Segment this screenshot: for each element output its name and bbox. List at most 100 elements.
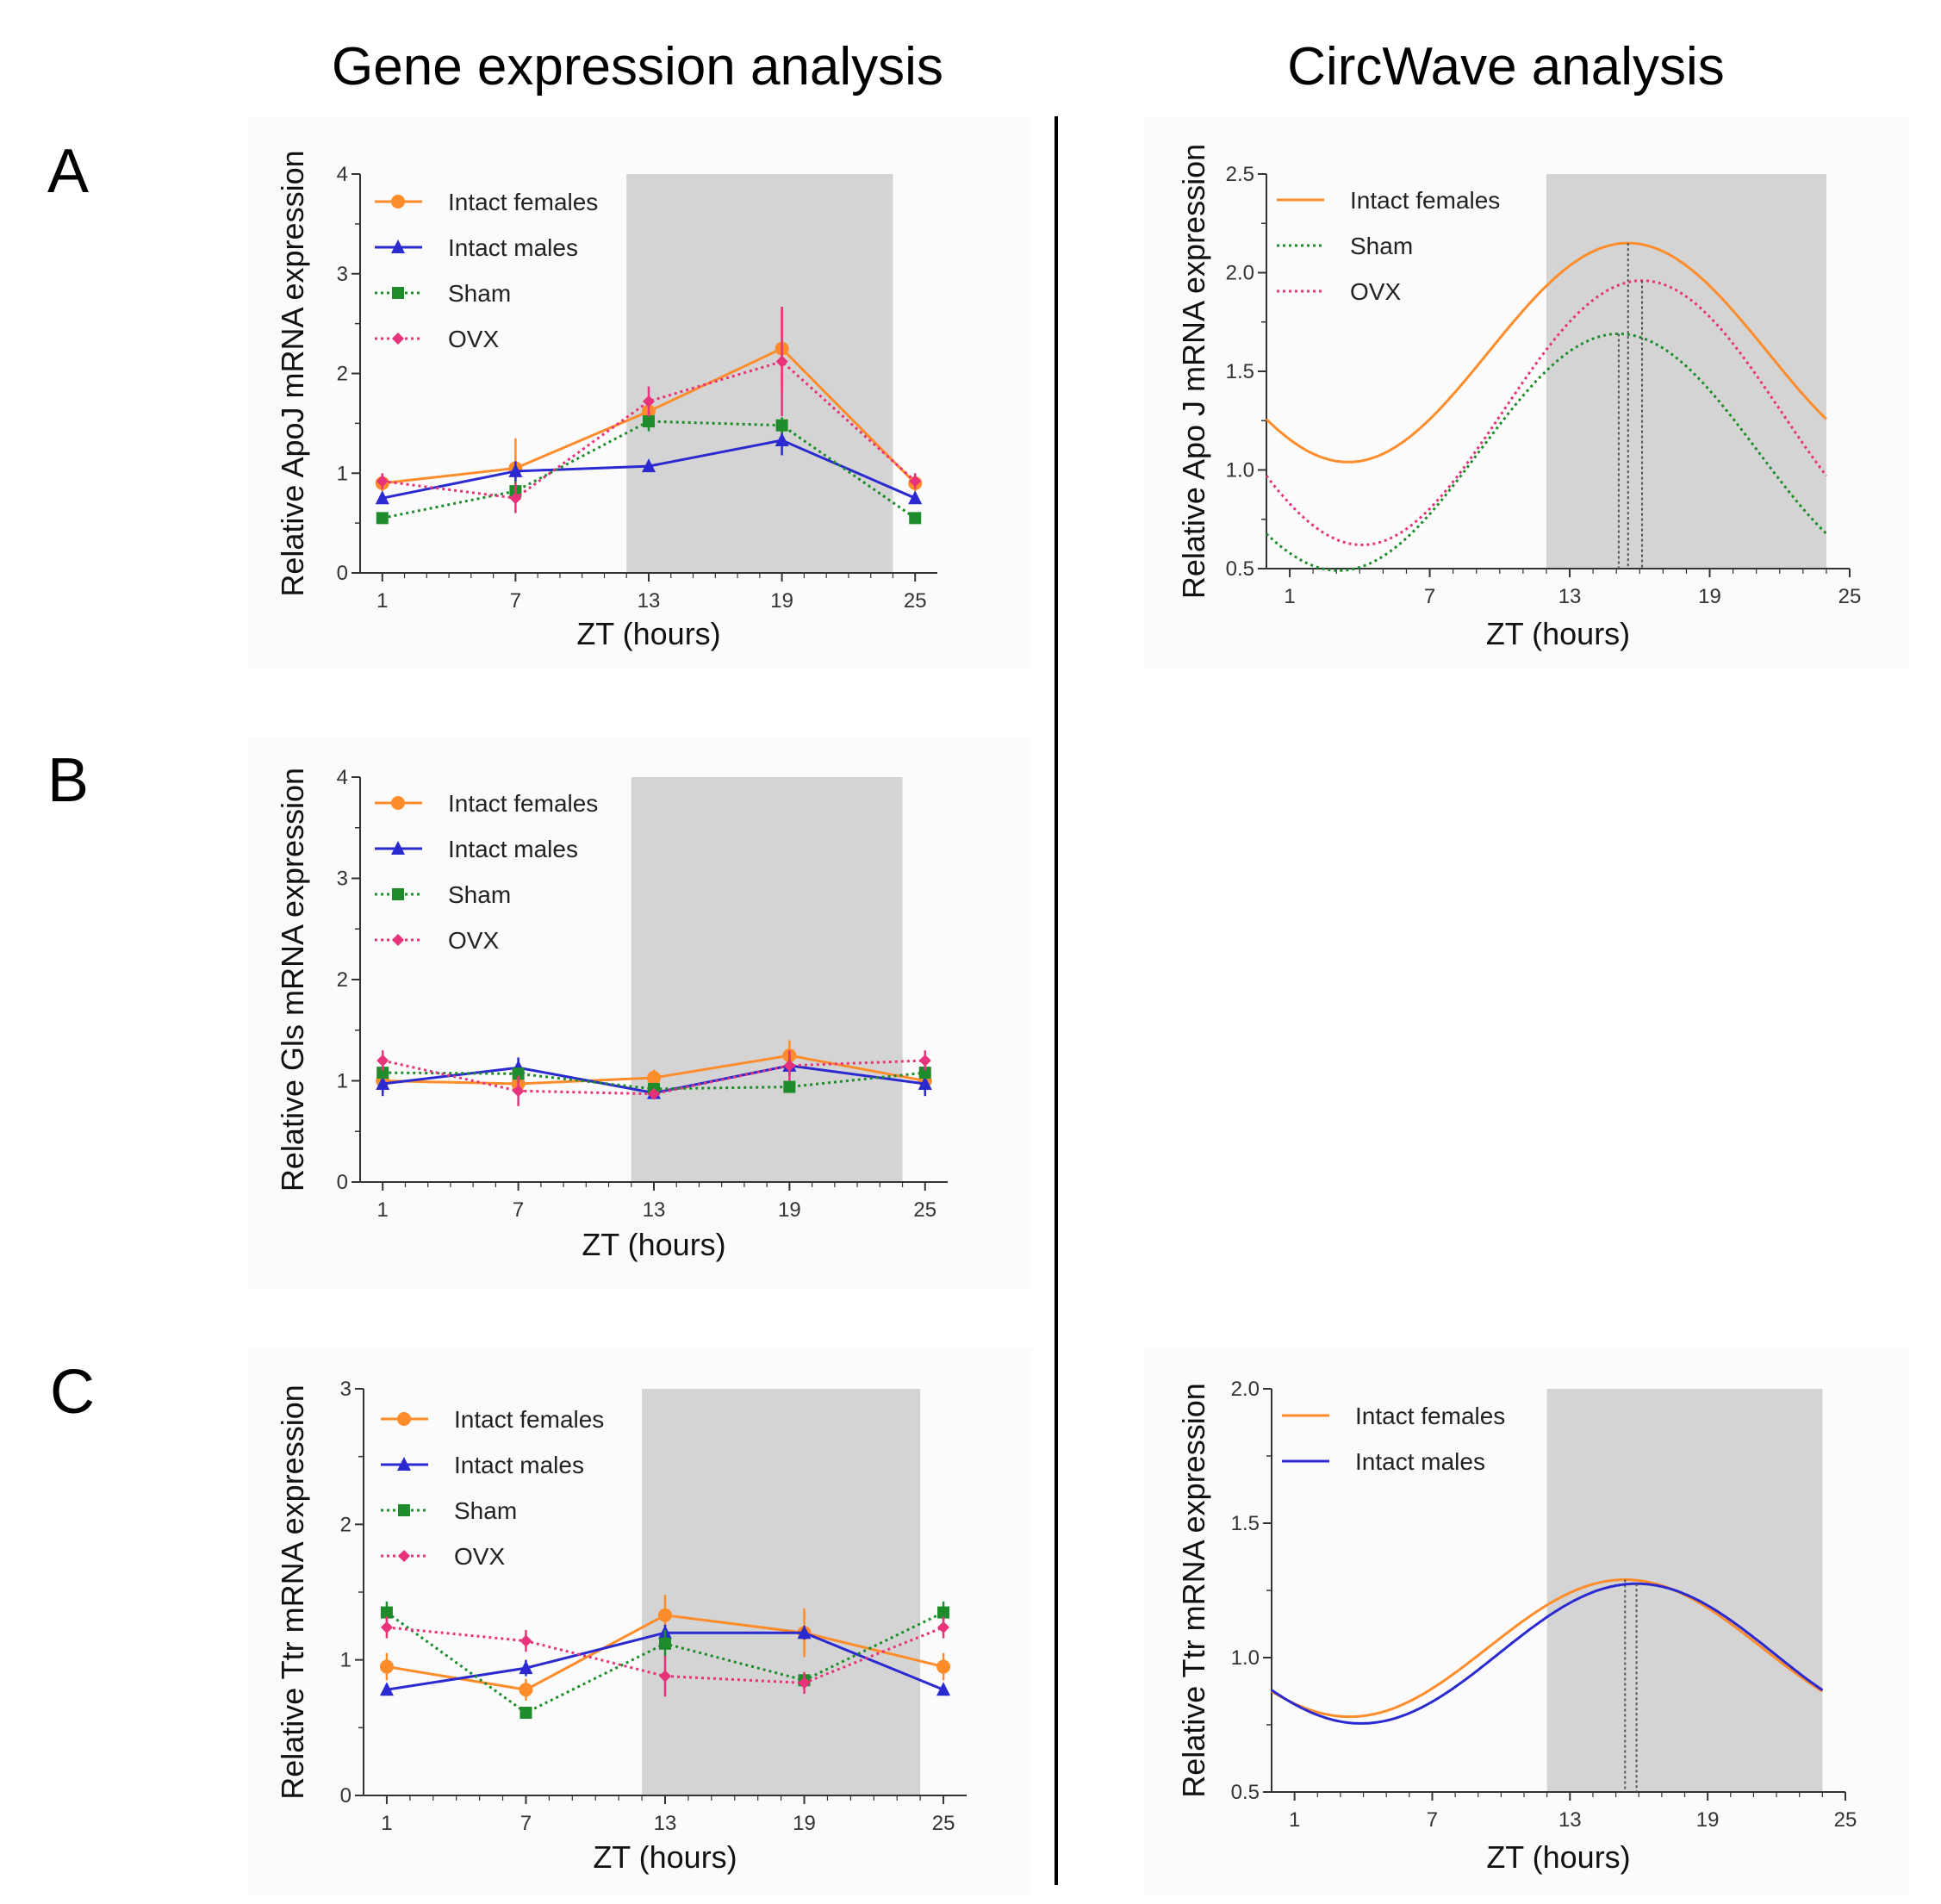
x-tick-label: 13 [654, 1812, 677, 1835]
legend-label: Intact females [454, 1406, 604, 1433]
data-point [512, 1085, 525, 1098]
y-tick-label: 2.0 [1226, 262, 1254, 285]
series-line [382, 420, 917, 520]
legend-marker [397, 1457, 411, 1471]
legend-item-intact-females: Intact females [381, 1406, 604, 1433]
x-tick-label: 19 [793, 1812, 816, 1835]
data-point [379, 1659, 394, 1674]
y-axis-label: Relative Ttr mRNA expression [1176, 1383, 1211, 1798]
data-point [908, 490, 923, 505]
legend-item-intact-females: Intact females [375, 189, 598, 215]
legend-marker [392, 934, 404, 946]
series-intact-males [1271, 1582, 1824, 1792]
x-tick-label: 7 [520, 1812, 532, 1835]
y-tick-label: 0 [337, 562, 348, 585]
data-point [918, 1076, 932, 1091]
legend-marker [391, 841, 405, 855]
x-axis-label: ZT (hours) [1486, 1839, 1630, 1875]
y-tick-label: 2 [337, 363, 348, 386]
data-point [797, 1625, 812, 1640]
panel-letter-c: C [50, 1358, 95, 1427]
legend-item-sham: Sham [1277, 233, 1413, 259]
legend-label: Intact females [1355, 1403, 1505, 1429]
series-sham [376, 411, 922, 525]
legend-item-ovx: OVX [375, 326, 499, 352]
dark-phase-shade [626, 174, 893, 573]
data-point [775, 432, 789, 447]
left-column-title: Gene expression analysis [332, 37, 943, 96]
dark-phase-shade [631, 777, 903, 1182]
data-point [642, 458, 656, 473]
data-point [936, 1659, 951, 1674]
x-tick-label: 13 [638, 589, 661, 613]
data-point [775, 355, 788, 368]
charts-group: 0 1 2 3 4 1 7 13 19 25 ZT (hours) Relative ApoJ mRN… [247, 116, 1909, 1895]
legend-item-intact-males: Intact males [375, 836, 578, 862]
data-point [376, 475, 389, 488]
series-ovx [1265, 279, 1828, 569]
y-tick-label: 1 [337, 1070, 348, 1093]
legend-item-sham: Sham [375, 881, 511, 908]
legend-item-sham: Sham [375, 280, 511, 307]
data-point [936, 1682, 951, 1696]
y-axis-label: Relative ApoJ mRNA expression [275, 150, 310, 596]
legend-label: Sham [454, 1497, 517, 1524]
x-tick-label: 13 [1558, 585, 1582, 608]
series-sham [1265, 333, 1827, 572]
series-ovx [376, 1050, 931, 1106]
x-tick-label: 25 [913, 1198, 936, 1222]
series-intact-females [1265, 241, 1827, 569]
x-tick-label: 1 [381, 1812, 392, 1835]
legend-label: Intact males [448, 234, 578, 261]
series-line [382, 1059, 925, 1096]
data-point [648, 1087, 660, 1100]
data-point [380, 1606, 393, 1619]
y-axis-label: Relative Ttr mRNA expression [275, 1384, 310, 1800]
x-tick-label: 13 [1558, 1808, 1582, 1832]
y-tick-label: 2.5 [1226, 163, 1254, 186]
data-point [798, 1677, 811, 1689]
y-tick-label: 3 [337, 868, 348, 891]
series-ovx [376, 306, 922, 513]
legend-label: OVX [454, 1543, 505, 1570]
y-tick-label: 0.5 [1226, 557, 1254, 581]
data-point [512, 1067, 525, 1080]
legend-marker [392, 287, 404, 299]
legend-item-intact-males: Intact males [375, 234, 578, 261]
data-point [909, 475, 922, 488]
data-point [519, 1683, 533, 1697]
data-point [647, 1070, 661, 1085]
y-tick-label: 1.5 [1226, 360, 1254, 383]
legend-item-ovx: OVX [381, 1543, 505, 1570]
x-axis-label: ZT (hours) [1486, 616, 1630, 651]
legend-label: Sham [448, 280, 511, 307]
legend-item-ovx: OVX [1277, 278, 1401, 305]
data-point [376, 512, 389, 525]
y-axis-label: Relative Gls mRNA expression [275, 768, 310, 1192]
y-tick-label: 4 [337, 766, 348, 789]
data-point [918, 1055, 931, 1067]
x-tick-label: 7 [1427, 1808, 1438, 1832]
data-point [775, 419, 788, 432]
legend-item-intact-females: Intact females [1277, 187, 1500, 214]
y-tick-label: 2.0 [1231, 1378, 1260, 1401]
legend-marker [397, 1412, 411, 1426]
fit-curve [1265, 241, 1827, 464]
x-tick-label: 25 [1834, 1808, 1857, 1832]
x-tick-label: 7 [513, 1198, 524, 1222]
fit-curve [1265, 279, 1828, 546]
data-point [380, 1621, 393, 1633]
y-tick-label: 1.0 [1231, 1646, 1260, 1670]
legend-marker [398, 1550, 410, 1562]
chart-c-right: 0.5 1.0 1.5 2.0 1 7 13 19 25 ZT (hours) Relative T… [1144, 1348, 1909, 1895]
x-tick-label: 25 [1838, 585, 1862, 608]
legend-label: Intact males [1355, 1448, 1485, 1475]
legend-label: OVX [448, 326, 499, 352]
data-point [659, 1670, 671, 1683]
y-tick-label: 0 [340, 1784, 351, 1808]
legend-label: Intact females [448, 189, 598, 215]
dark-phase-shade [1546, 1389, 1823, 1792]
x-tick-label: 13 [643, 1198, 666, 1222]
legend-marker [392, 888, 404, 900]
panel-letter-b: B [47, 746, 89, 815]
